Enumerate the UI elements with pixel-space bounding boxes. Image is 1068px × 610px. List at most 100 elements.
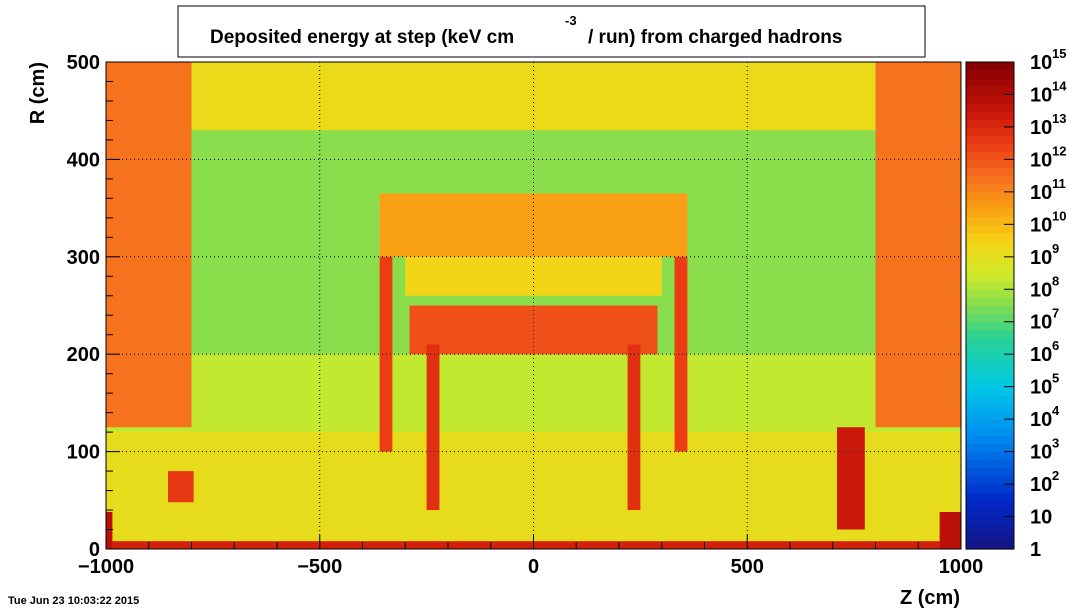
y-tick-label: 400	[67, 149, 100, 171]
heatmap-region	[837, 427, 865, 530]
color-bar-segment	[966, 240, 1014, 250]
color-bar-segment	[966, 216, 1014, 225]
heatmap-region	[405, 256, 662, 296]
color-bar-exponent: 7	[1052, 306, 1059, 321]
heatmap-region	[106, 511, 113, 549]
title-tail: / run) from charged hadrons	[588, 27, 842, 48]
chart-title: Deposited energy at step (keV cm	[210, 27, 514, 48]
color-bar-segment	[966, 378, 1014, 388]
color-bar-segment	[966, 524, 1014, 534]
color-bar-segment	[966, 232, 1014, 242]
color-bar-segment	[966, 143, 1014, 152]
color-bar-label: 10	[1030, 279, 1052, 301]
color-bar-segment	[966, 167, 1014, 177]
color-bar-segment	[966, 126, 1014, 136]
color-bar-segment	[966, 451, 1014, 461]
color-bar-exponent: 15	[1052, 46, 1066, 61]
color-bar-label: 10	[1030, 84, 1052, 106]
heatmap-region	[875, 62, 961, 428]
heatmap-region	[939, 511, 961, 549]
color-bar-segment	[966, 102, 1014, 112]
heatmap-region	[167, 471, 194, 503]
color-bar-segment	[966, 183, 1014, 193]
color-bar-label: 10	[1030, 182, 1052, 204]
heatmap-region	[106, 62, 192, 428]
title-main: Deposited energy at step (keV cm	[210, 27, 514, 48]
color-bar-segment	[966, 305, 1014, 315]
color-bar-label: 10	[1030, 344, 1052, 366]
color-bar-segment	[966, 354, 1014, 363]
color-bar-label: 10	[1030, 312, 1052, 334]
color-bar-label: 10	[1030, 149, 1052, 171]
color-bar-segment	[966, 175, 1014, 185]
color-bar-exponent: 6	[1052, 338, 1059, 353]
color-bar-segment	[966, 329, 1014, 339]
heatmap-region	[106, 62, 961, 131]
color-bar-segment	[966, 321, 1014, 331]
x-tick-label: 500	[731, 556, 764, 578]
x-tick-label: −1000	[78, 556, 134, 578]
y-axis-label: R (cm)	[27, 62, 49, 124]
color-bar-segment	[966, 248, 1014, 258]
color-bar-segment	[966, 427, 1014, 436]
color-bar-segment	[966, 443, 1014, 453]
color-bar-segment	[966, 199, 1014, 209]
color-bar-segment	[966, 70, 1014, 79]
color-bar-segment	[966, 224, 1014, 234]
y-tick-label: 500	[67, 52, 100, 74]
color-bar-label: 10	[1030, 442, 1052, 464]
color-bar-label: 10	[1030, 377, 1052, 399]
x-tick-label: −500	[297, 556, 342, 578]
plot-area	[106, 62, 961, 549]
color-bar-segment	[966, 459, 1014, 469]
color-bar-segment	[966, 313, 1014, 323]
color-bar-segment	[966, 394, 1014, 404]
color-bar-segment	[966, 191, 1014, 201]
color-bar-segment	[966, 256, 1014, 266]
color-bar-segment	[966, 273, 1014, 282]
color-bar-segment	[966, 135, 1014, 144]
color-bar-exponent: 3	[1052, 436, 1059, 451]
color-bar-segment	[966, 86, 1014, 96]
color-bar-segment	[966, 402, 1014, 412]
color-bar-segment	[966, 532, 1014, 542]
color-bar-segment	[966, 500, 1014, 510]
timestamp: Tue Jun 23 10:03:22 2015	[8, 595, 139, 607]
color-bar-label: 10	[1030, 409, 1052, 431]
color-bar-segment	[966, 516, 1014, 526]
title-exponent: -3	[565, 13, 577, 28]
color-bar-label: 10	[1030, 474, 1052, 496]
color-bar-exponent: 4	[1052, 403, 1060, 418]
color-bar-label: 10	[1030, 117, 1052, 139]
heatmap-region	[627, 344, 641, 511]
color-bar-segment	[966, 475, 1014, 485]
color-bar-exponent: 10	[1052, 208, 1066, 223]
color-bar-segment	[966, 467, 1014, 477]
color-bar-label: 10	[1030, 214, 1052, 236]
y-axis: 0 100 200 300 400 500	[67, 52, 120, 561]
color-bar-exponent: 2	[1052, 468, 1059, 483]
color-bar-exponent: 14	[1052, 78, 1067, 93]
color-bar-segment	[966, 208, 1014, 217]
color-bar-segment	[966, 508, 1014, 518]
color-bar-segment	[966, 411, 1014, 420]
y-tick-label: 200	[67, 344, 100, 366]
color-bar-exponent: 8	[1052, 273, 1059, 288]
color-bar-segment	[966, 435, 1014, 445]
color-bar-segment	[966, 297, 1014, 307]
color-bar-segment	[966, 540, 1014, 550]
y-tick-label: 0	[89, 539, 100, 561]
title-box: Deposited energy at step (keV cm -3 / ru…	[177, 5, 926, 58]
color-bar-segment	[966, 419, 1014, 428]
color-bar-segment	[966, 370, 1014, 380]
color-bar-label: 10	[1030, 247, 1052, 269]
color-bar-segment	[966, 62, 1014, 71]
color-bar-segment	[966, 281, 1014, 290]
color-bar-segment	[966, 346, 1014, 355]
x-tick-label: 1000	[939, 556, 984, 578]
x-tick-label: 0	[528, 556, 539, 578]
color-bar-label: 10	[1030, 52, 1052, 74]
color-bar-segment	[966, 264, 1014, 274]
color-bar-exponent: 11	[1052, 176, 1066, 191]
